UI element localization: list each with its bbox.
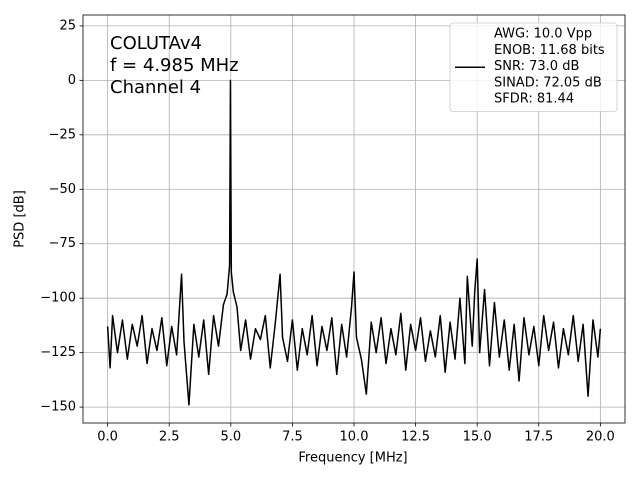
legend-label: SINAD: 72.05 dB — [494, 75, 602, 90]
y-tick-label: 0 — [68, 73, 76, 88]
annotation: Channel 4 — [110, 77, 201, 98]
y-tick-label: −125 — [40, 345, 76, 360]
x-axis-label: Frequency [MHz] — [298, 451, 407, 466]
y-tick-label: −25 — [49, 127, 76, 142]
y-tick-label: 25 — [59, 18, 76, 33]
x-tick-label: 7.5 — [282, 430, 303, 445]
legend-label: SFDR: 81.44 — [494, 92, 574, 107]
x-tick-label: 0.0 — [97, 430, 118, 445]
y-tick-label: −75 — [49, 236, 76, 251]
legend-label: ENOB: 11.68 bits — [494, 43, 605, 58]
x-tick-label: 12.5 — [401, 430, 430, 445]
x-tick-label: 2.5 — [159, 430, 180, 445]
y-tick-label: −100 — [40, 291, 76, 306]
x-tick-label: 10.0 — [340, 430, 369, 445]
legend-box — [449, 22, 618, 112]
annotation: COLUTAv4 — [110, 33, 202, 54]
y-tick-label: −150 — [40, 400, 76, 415]
axes-frame — [82, 14, 626, 424]
x-tick-label: 17.5 — [524, 430, 553, 445]
legend-label: AWG: 10.0 Vpp — [494, 27, 592, 42]
legend-label: SNR: 73.0 dB — [494, 59, 579, 74]
x-tick-label: 5.0 — [220, 430, 241, 445]
y-tick-label: −50 — [49, 182, 76, 197]
x-tick-label: 20.0 — [586, 430, 615, 445]
annotation: f = 4.985 MHz — [110, 55, 239, 76]
y-axis-label: PSD [dB] — [13, 190, 28, 248]
psd-line — [106, 79, 602, 406]
x-tick-label: 15.0 — [463, 430, 492, 445]
